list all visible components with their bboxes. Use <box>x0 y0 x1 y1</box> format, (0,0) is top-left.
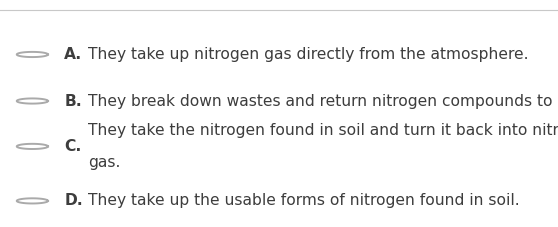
Text: gas.: gas. <box>88 155 121 170</box>
Text: B.: B. <box>64 94 82 109</box>
Text: They break down wastes and return nitrogen compounds to soil.: They break down wastes and return nitrog… <box>88 94 558 109</box>
Text: They take up the usable forms of nitrogen found in soil.: They take up the usable forms of nitroge… <box>88 193 520 208</box>
Text: D.: D. <box>64 193 83 208</box>
Text: They take the nitrogen found in soil and turn it back into nitrogen: They take the nitrogen found in soil and… <box>88 123 558 138</box>
Text: C.: C. <box>64 139 81 154</box>
Text: A.: A. <box>64 47 83 62</box>
Text: They take up nitrogen gas directly from the atmosphere.: They take up nitrogen gas directly from … <box>88 47 528 62</box>
